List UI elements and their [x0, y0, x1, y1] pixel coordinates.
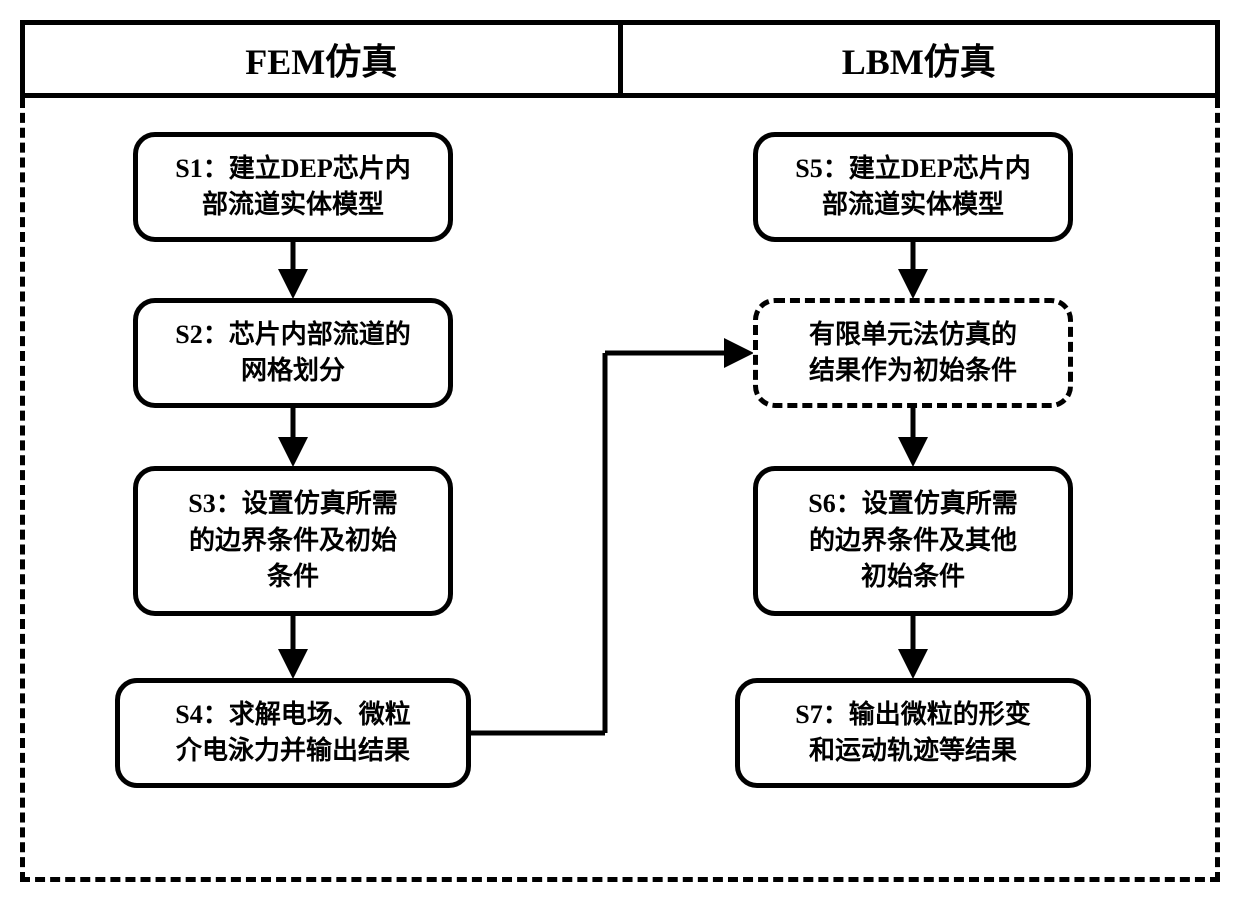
node-s7: S7：输出微粒的形变和运动轨迹等结果	[735, 678, 1091, 788]
node-text-line: 部流道实体模型	[202, 187, 384, 223]
node-s4: S4：求解电场、微粒介电泳力并输出结果	[115, 678, 471, 788]
node-s5: S5：建立DEP芯片内部流道实体模型	[753, 132, 1073, 242]
flow-body: S1：建立DEP芯片内部流道实体模型S2：芯片内部流道的网格划分S3：设置仿真所…	[20, 98, 1220, 882]
node-text-line: 条件	[267, 559, 319, 595]
node-s6: S6：设置仿真所需的边界条件及其他初始条件	[753, 466, 1073, 616]
node-text-line: 初始条件	[861, 559, 965, 595]
node-s3: S3：设置仿真所需的边界条件及初始条件	[133, 466, 453, 616]
node-s2: S2：芯片内部流道的网格划分	[133, 298, 453, 408]
diagram-container: FEM仿真 LBM仿真 S1：建立DEP芯片内部流道实体模型S2：芯片内部流道的…	[20, 20, 1220, 882]
node-text-line: 和运动轨迹等结果	[809, 733, 1017, 769]
header-fem: FEM仿真	[25, 25, 623, 93]
header-lbm: LBM仿真	[623, 25, 1216, 93]
node-text-line: S7：输出微粒的形变	[795, 697, 1030, 733]
node-text-line: S2：芯片内部流道的	[175, 317, 410, 353]
node-text-line: 网格划分	[241, 353, 345, 389]
header-row: FEM仿真 LBM仿真	[20, 20, 1220, 98]
node-text-line: 的边界条件及其他	[809, 523, 1017, 559]
node-text-line: 部流道实体模型	[822, 187, 1004, 223]
node-sinit: 有限单元法仿真的结果作为初始条件	[753, 298, 1073, 408]
node-text-line: S5：建立DEP芯片内	[795, 151, 1030, 187]
node-text-line: S6：设置仿真所需	[808, 486, 1017, 522]
node-text-line: 有限单元法仿真的	[809, 317, 1017, 353]
node-text-line: S3：设置仿真所需	[188, 486, 397, 522]
node-text-line: S4：求解电场、微粒	[175, 697, 410, 733]
node-s1: S1：建立DEP芯片内部流道实体模型	[133, 132, 453, 242]
node-text-line: 的边界条件及初始	[189, 523, 397, 559]
node-text-line: 介电泳力并输出结果	[176, 733, 410, 769]
node-text-line: 结果作为初始条件	[809, 353, 1017, 389]
node-text-line: S1：建立DEP芯片内	[175, 151, 410, 187]
